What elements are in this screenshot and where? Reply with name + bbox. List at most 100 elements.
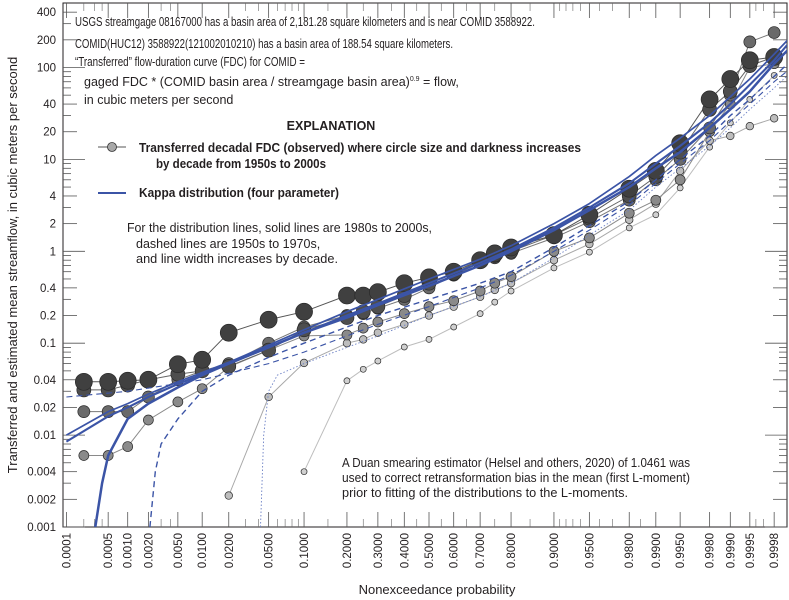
observed-point-1970s xyxy=(372,316,384,328)
kappa-line-1950s xyxy=(260,75,787,527)
x-tick-label: 0.0200 xyxy=(224,533,236,568)
axis-ticks xyxy=(63,3,787,528)
note-line-2: dashed lines are 1950s to 1970s, xyxy=(136,237,320,251)
annotation-line-1: USGS streamgage 08167000 has a basin are… xyxy=(75,15,535,29)
y-tick-label: 20 xyxy=(43,127,56,139)
x-tick-label: 0.0100 xyxy=(197,533,209,568)
observed-point-1980s xyxy=(767,26,781,39)
observed-point-1970s xyxy=(341,329,353,341)
y-tick-label: 0.2 xyxy=(40,311,56,323)
observed-point-1950s xyxy=(374,357,382,365)
observed-point-1970s xyxy=(196,383,208,395)
observed-point-1970s xyxy=(623,207,635,219)
x-tick-label: 0.9980 xyxy=(705,533,717,568)
observed-point-1950s xyxy=(676,184,684,192)
x-tick-label: 0.9900 xyxy=(651,533,663,568)
y-tick-label: 0.002 xyxy=(27,494,56,506)
y-tick-label: 100 xyxy=(37,63,56,75)
legend-observed-label-2: by decade from 1950s to 2000s xyxy=(156,157,326,171)
observed-point-1950s xyxy=(491,298,499,306)
observed-point-1970s xyxy=(505,271,517,282)
observed-point-1960s xyxy=(299,358,309,368)
observed-point-2000s xyxy=(219,323,238,342)
x-tick-label: 0.0020 xyxy=(143,533,155,568)
observed-point-1950s xyxy=(726,119,734,127)
kappa-distribution-lines xyxy=(65,39,787,527)
y-tick-label: 0.04 xyxy=(34,375,57,387)
basin-annotation: USGS streamgage 08167000 has a basin are… xyxy=(75,15,535,107)
observed-point-1950s xyxy=(586,248,593,256)
observed-point-1960s xyxy=(745,122,754,131)
kappa-line-1980s xyxy=(65,39,787,436)
duan-note: A Duan smearing estimator (Helsel and ot… xyxy=(342,456,690,500)
note-line-1: For the distribution lines, solid lines … xyxy=(127,221,432,235)
observed-point-2000s xyxy=(169,355,187,374)
note-line-3: and line width increases by decade. xyxy=(136,252,338,266)
observed-point-2000s xyxy=(338,286,356,305)
x-tick-label: 0.9800 xyxy=(624,533,636,568)
y-tick-label: 0.02 xyxy=(34,402,56,414)
observed-point-1970s xyxy=(448,295,460,307)
observed-point-1950s xyxy=(425,336,433,343)
x-tick-label: 0.0050 xyxy=(173,533,185,568)
observed-point-1960s xyxy=(726,131,735,141)
x-tick-label: 0.9998 xyxy=(769,533,781,568)
observed-point-2000s xyxy=(74,372,93,391)
observed-point-1970s xyxy=(143,414,154,426)
x-tick-label: 0.7000 xyxy=(475,533,487,568)
y-tick-label: 0.004 xyxy=(27,467,56,479)
legend-observed-label-1: Transferred decadal FDC (observed) where… xyxy=(139,141,581,155)
x-tick-label: 0.9990 xyxy=(725,533,737,568)
observed-point-1970s xyxy=(78,450,90,461)
y-tick-label: 200 xyxy=(37,35,56,47)
observed-point-1950s xyxy=(652,211,660,219)
observed-point-1950s xyxy=(343,377,351,385)
observed-point-1960s xyxy=(770,114,779,123)
observed-point-1950s xyxy=(507,287,515,295)
observed-point-1960s xyxy=(342,339,352,348)
distribution-note: For the distribution lines, solid lines … xyxy=(127,221,432,266)
y-tick-label: 2 xyxy=(50,219,56,231)
kappa-line-1970s xyxy=(149,63,787,527)
y-tick-label: 400 xyxy=(37,7,56,19)
x-tick-label: 0.0001 xyxy=(61,533,73,568)
observed-point-1950s xyxy=(300,468,308,476)
annotation-line-3: “Transferred” flow-duration curve (FDC) … xyxy=(75,55,305,69)
observed-point-1970s xyxy=(650,194,662,206)
x-tick-label: 0.9000 xyxy=(549,533,561,568)
x-tick-label: 0.0500 xyxy=(264,533,276,568)
observed-point-2000s xyxy=(740,51,759,70)
observed-point-2000s xyxy=(99,372,118,391)
observed-point-2000s xyxy=(139,370,158,389)
plot-frame xyxy=(62,2,788,528)
observed-point-1950s xyxy=(476,310,484,317)
kappa-line-1990s xyxy=(65,43,787,443)
observed-point-1950s xyxy=(625,224,633,232)
y-tick-label: 10 xyxy=(43,154,56,166)
duan-line-3: prior to fitting of the distributions to… xyxy=(342,486,628,500)
observed-point-1970s xyxy=(172,396,184,408)
x-tick-label: 0.3000 xyxy=(373,533,385,568)
observed-point-1980s xyxy=(743,35,757,49)
observed-point-2000s xyxy=(700,90,719,109)
observed-point-1970s xyxy=(474,285,486,297)
observed-point-1950s xyxy=(359,365,367,373)
x-tick-label: 0.0010 xyxy=(123,533,135,568)
annotation-line-2: COMID(HUC12) 3588922(121002010210) has a… xyxy=(75,37,453,51)
observed-point-1960s xyxy=(424,311,434,320)
legend-title: EXPLANATION xyxy=(287,119,376,133)
formula-result: = flow, xyxy=(420,75,459,89)
legend: EXPLANATION Transferred decadal FDC (obs… xyxy=(98,119,581,200)
observed-point-1950s xyxy=(450,323,458,331)
observed-point-2000s xyxy=(193,350,212,369)
observed-point-1950s xyxy=(550,264,558,272)
x-tick-labels: 0.0001 0.0005 0.0010 0.0020 0.0050 0.0100 0.02… xyxy=(61,533,781,568)
x-tick-label: 0.9950 xyxy=(675,533,687,568)
x-tick-label: 0.2000 xyxy=(342,533,354,568)
observed-point-2000s xyxy=(118,371,137,390)
observed-point-1970s xyxy=(584,232,595,244)
y-tick-label: 4 xyxy=(50,191,57,203)
observed-point-2000s xyxy=(721,70,740,88)
observed-point-1970s xyxy=(674,174,686,186)
